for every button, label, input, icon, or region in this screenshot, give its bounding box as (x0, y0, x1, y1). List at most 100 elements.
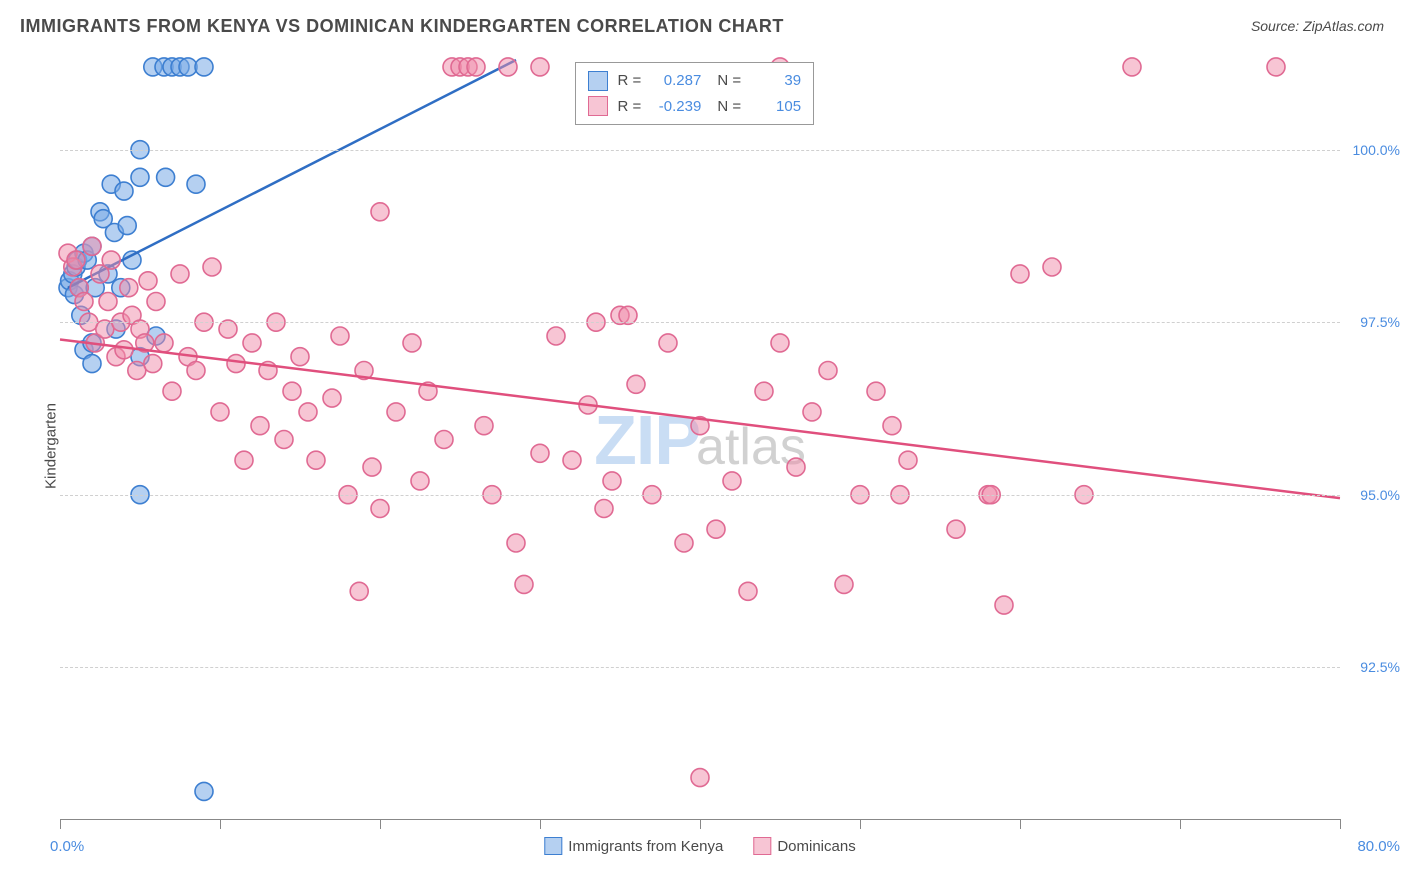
legend-label: Immigrants from Kenya (568, 838, 723, 855)
scatter-point (675, 534, 693, 552)
stats-n-value: 105 (747, 94, 801, 120)
scatter-point (723, 472, 741, 490)
scatter-point (147, 293, 165, 311)
scatter-point (771, 334, 789, 352)
scatter-point (691, 769, 709, 787)
scatter-point (195, 782, 213, 800)
stats-n-value: 39 (747, 68, 801, 94)
x-axis-min-label: 0.0% (50, 838, 84, 855)
scatter-point (387, 403, 405, 421)
stats-r-value: 0.287 (647, 68, 701, 94)
chart-title: IMMIGRANTS FROM KENYA VS DOMINICAN KINDE… (20, 16, 784, 37)
x-tick (60, 819, 61, 829)
scatter-point (363, 458, 381, 476)
scatter-point (803, 403, 821, 421)
scatter-point (331, 327, 349, 345)
grid-line (60, 150, 1340, 151)
scatter-point (307, 451, 325, 469)
scatter-point (235, 451, 253, 469)
plot-area: ZIP atlas R =0.287N =39R =-0.239N =105 0… (60, 60, 1340, 820)
stats-r-value: -0.239 (647, 94, 701, 120)
legend-swatch (588, 71, 608, 91)
scatter-point (195, 58, 213, 76)
scatter-point (115, 182, 133, 200)
grid-line (60, 495, 1340, 496)
scatter-point (115, 341, 133, 359)
stats-legend-box: R =0.287N =39R =-0.239 N =105 (575, 62, 815, 125)
scatter-point (211, 403, 229, 421)
scatter-point (899, 451, 917, 469)
chart-container: IMMIGRANTS FROM KENYA VS DOMINICAN KINDE… (0, 0, 1406, 892)
y-tick-label: 95.0% (1360, 487, 1400, 503)
scatter-point (867, 382, 885, 400)
x-tick (1020, 819, 1021, 829)
scatter-point (275, 431, 293, 449)
scatter-point (163, 382, 181, 400)
scatter-point (102, 251, 120, 269)
scatter-point (1267, 58, 1285, 76)
scatter-point (515, 575, 533, 593)
scatter-point (291, 348, 309, 366)
x-tick (380, 819, 381, 829)
legend-swatch (753, 837, 771, 855)
scatter-point (227, 355, 245, 373)
scatter-point (947, 520, 965, 538)
scatter-point (835, 575, 853, 593)
legend-item: Immigrants from Kenya (544, 837, 723, 855)
scatter-point (435, 431, 453, 449)
legend-swatch (588, 96, 608, 116)
scatter-point (531, 58, 549, 76)
scatter-point (155, 334, 173, 352)
scatter-point (883, 417, 901, 435)
scatter-point (787, 458, 805, 476)
scatter-point (131, 168, 149, 186)
stats-n-label: N = (717, 94, 741, 120)
scatter-point (499, 58, 517, 76)
scatter-point (67, 251, 85, 269)
scatter-point (595, 500, 613, 518)
scatter-point (171, 265, 189, 283)
scatter-point (603, 472, 621, 490)
scatter-point (118, 217, 136, 235)
y-tick-label: 92.5% (1360, 659, 1400, 675)
scatter-point (99, 293, 117, 311)
scatter-point (203, 258, 221, 276)
scatter-point (350, 582, 368, 600)
x-axis-max-label: 80.0% (1357, 838, 1400, 855)
grid-line (60, 667, 1340, 668)
y-tick-label: 100.0% (1353, 142, 1400, 158)
trend-line (60, 339, 1340, 498)
scatter-point (507, 534, 525, 552)
scatter-point (707, 520, 725, 538)
scatter-point (371, 500, 389, 518)
scatter-point (403, 334, 421, 352)
scatter-point (323, 389, 341, 407)
scatter-point (819, 362, 837, 380)
scatter-point (1043, 258, 1061, 276)
scatter-point (547, 327, 565, 345)
x-tick (700, 819, 701, 829)
legend-item: Dominicans (753, 837, 855, 855)
stats-r-label: R = (618, 68, 642, 94)
scatter-point (755, 382, 773, 400)
scatter-point (83, 355, 101, 373)
scatter-point (1011, 265, 1029, 283)
scatter-point (75, 293, 93, 311)
scatter-point (139, 272, 157, 290)
x-tick (1340, 819, 1341, 829)
scatter-point (371, 203, 389, 221)
scatter-point (299, 403, 317, 421)
scatter-point (411, 472, 429, 490)
scatter-point (83, 237, 101, 255)
stats-r-label: R = (618, 94, 642, 120)
scatter-point (251, 417, 269, 435)
x-tick (540, 819, 541, 829)
scatter-point (144, 355, 162, 373)
stats-row: R =0.287N =39 (588, 68, 802, 94)
scatter-point (187, 175, 205, 193)
y-axis-label: Kindergarten (42, 403, 59, 489)
scatter-point (627, 375, 645, 393)
x-tick (1180, 819, 1181, 829)
stats-row: R =-0.239 N =105 (588, 94, 802, 120)
legend-swatch (544, 837, 562, 855)
